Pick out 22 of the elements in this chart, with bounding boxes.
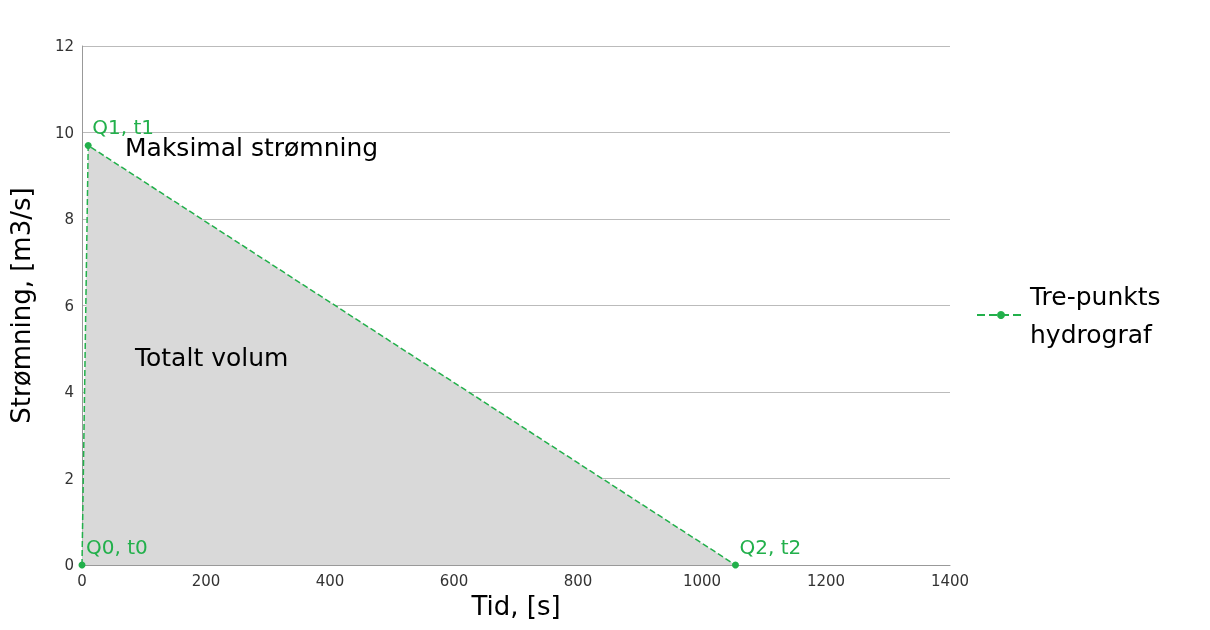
- y-tick-label: 0: [64, 556, 74, 574]
- y-tick-label: 2: [64, 469, 74, 488]
- annotation: Maksimal strømning: [125, 133, 379, 162]
- x-tick-label: 600: [439, 571, 469, 590]
- y-tick-label: 6: [64, 296, 74, 315]
- x-axis-title: Tid, [s]: [470, 590, 561, 621]
- x-tick-label: 400: [315, 571, 345, 590]
- x-tick-label: 1400: [930, 571, 970, 590]
- y-axis-title: Strømning, [m3/s]: [6, 187, 36, 424]
- x-tick-label: 800: [563, 571, 593, 590]
- y-tick-label: 12: [54, 37, 74, 55]
- annotation: Q0, t0: [86, 535, 148, 559]
- y-tick-label: 4: [64, 383, 74, 401]
- annotation: Q2, t2: [739, 535, 802, 559]
- x-tick-label: 1000: [682, 571, 722, 590]
- y-tick-label: 8: [64, 210, 74, 228]
- x-tick-label: 200: [191, 571, 221, 590]
- annotation: Totalt volum: [134, 343, 289, 372]
- legend-label: Tre-punkts hydrograf: [1029, 281, 1169, 349]
- y-tick-label: 10: [54, 123, 74, 142]
- x-tick-label: 1200: [806, 571, 846, 590]
- x-tick-label: 0: [77, 571, 87, 590]
